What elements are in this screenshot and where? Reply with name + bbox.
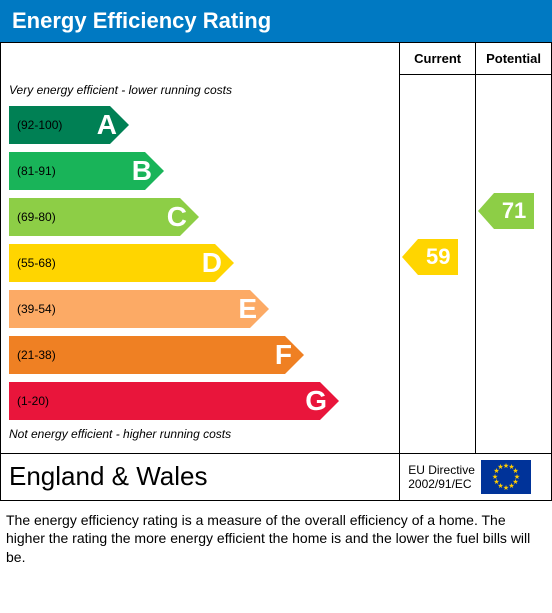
band-range-f: (21-38) bbox=[9, 336, 285, 374]
directive-cell: EU Directive 2002/91/EC ★★★★★★★★★★★★ bbox=[400, 453, 552, 500]
scale-cell: Very energy efficient - lower running co… bbox=[1, 75, 400, 454]
current-pointer-arrow bbox=[402, 239, 418, 275]
band-row-a: (92-100)A bbox=[9, 103, 391, 147]
directive-text: EU Directive 2002/91/EC bbox=[408, 463, 475, 491]
band-letter-g: G bbox=[305, 385, 327, 417]
band-bar-e: (39-54)E bbox=[9, 290, 269, 328]
band-bar-f: (21-38)F bbox=[9, 336, 304, 374]
col-potential-header: Potential bbox=[476, 43, 552, 75]
potential-value: 71 bbox=[494, 193, 534, 229]
current-value: 59 bbox=[418, 239, 458, 275]
eu-flag-icon: ★★★★★★★★★★★★ bbox=[481, 460, 531, 494]
directive-line2: 2002/91/EC bbox=[408, 477, 475, 491]
band-letter-a: A bbox=[97, 109, 117, 141]
band-range-d: (55-68) bbox=[9, 244, 215, 282]
band-row-g: (1-20)G bbox=[9, 379, 391, 423]
header-row: Current Potential bbox=[1, 43, 552, 75]
band-range-a: (92-100) bbox=[9, 106, 110, 144]
band-row-b: (81-91)B bbox=[9, 149, 391, 193]
band-letter-d: D bbox=[202, 247, 222, 279]
directive-line1: EU Directive bbox=[408, 463, 475, 477]
header-scale-blank bbox=[1, 43, 400, 75]
region-text: England & Wales bbox=[9, 461, 207, 491]
band-range-b: (81-91) bbox=[9, 152, 145, 190]
eu-star: ★ bbox=[497, 463, 503, 471]
description-text: The energy efficiency rating is a measur… bbox=[0, 501, 552, 578]
band-letter-e: E bbox=[238, 293, 257, 325]
body-row: Very energy efficient - lower running co… bbox=[1, 75, 552, 454]
potential-col: 71 bbox=[476, 75, 552, 454]
rating-bars: (92-100)A (81-91)B (69-80)C (55-68)D (39-54)… bbox=[9, 103, 391, 423]
band-letter-f: F bbox=[275, 339, 292, 371]
current-pointer: 59 bbox=[402, 239, 458, 275]
footer-row: England & Wales EU Directive 2002/91/EC … bbox=[1, 453, 552, 500]
band-row-e: (39-54)E bbox=[9, 287, 391, 331]
title-bar: Energy Efficiency Rating bbox=[0, 0, 552, 42]
caption-bottom: Not energy efficient - higher running co… bbox=[9, 425, 391, 447]
title-text: Energy Efficiency Rating bbox=[12, 8, 271, 33]
band-bar-c: (69-80)C bbox=[9, 198, 199, 236]
band-row-f: (21-38)F bbox=[9, 333, 391, 377]
band-range-e: (39-54) bbox=[9, 290, 250, 328]
band-bar-b: (81-91)B bbox=[9, 152, 164, 190]
current-col: 59 bbox=[400, 75, 476, 454]
band-range-g: (1-20) bbox=[9, 382, 320, 420]
band-row-d: (55-68)D bbox=[9, 241, 391, 285]
region-cell: England & Wales bbox=[1, 453, 400, 500]
caption-top: Very energy efficient - lower running co… bbox=[9, 81, 391, 103]
eu-star: ★ bbox=[508, 482, 514, 490]
potential-pointer-arrow bbox=[478, 193, 494, 229]
band-bar-g: (1-20)G bbox=[9, 382, 339, 420]
band-range-c: (69-80) bbox=[9, 198, 180, 236]
band-row-c: (69-80)C bbox=[9, 195, 391, 239]
band-bar-a: (92-100)A bbox=[9, 106, 129, 144]
band-letter-b: B bbox=[132, 155, 152, 187]
col-current-header: Current bbox=[400, 43, 476, 75]
rating-table: Current Potential Very energy efficient … bbox=[0, 42, 552, 501]
band-letter-c: C bbox=[167, 201, 187, 233]
epc-chart: Energy Efficiency Rating Current Potenti… bbox=[0, 0, 552, 577]
potential-pointer: 71 bbox=[478, 193, 534, 229]
band-bar-d: (55-68)D bbox=[9, 244, 234, 282]
